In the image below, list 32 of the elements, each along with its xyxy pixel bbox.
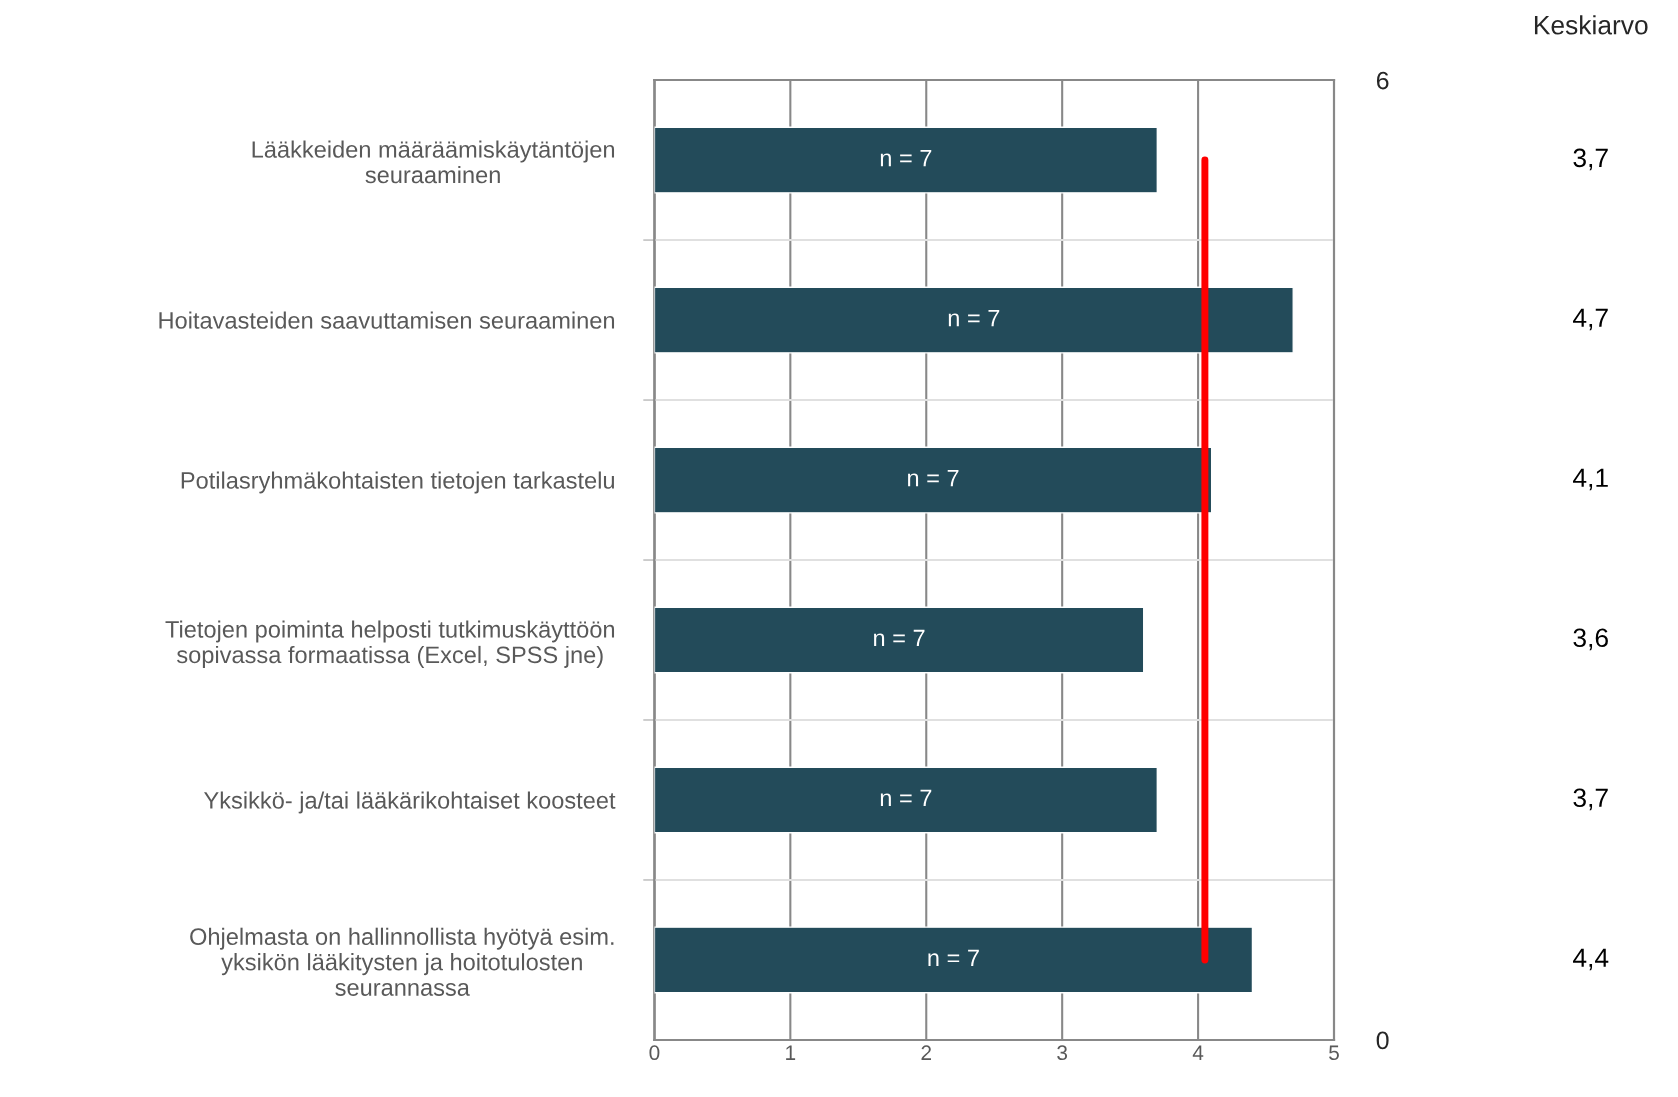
x-tick-label: 4	[1192, 1045, 1204, 1060]
data-label: 4,4	[1573, 948, 1609, 971]
annotation: n = 7	[880, 789, 932, 807]
data-label: 3,7	[1573, 148, 1608, 171]
data-label: 4,7	[1573, 308, 1608, 331]
bar	[654, 286, 1294, 354]
y-tick-label: Hoitavasteiden saavuttamisen seuraaminen	[159, 311, 615, 329]
bar	[654, 926, 1254, 994]
bar	[654, 446, 1213, 514]
data-label: 3,6	[1573, 628, 1608, 651]
x-tick-label: 3	[1057, 1045, 1068, 1061]
x-tick-label: 0	[649, 1045, 660, 1061]
y-tick-label: Yksikkö- ja/tai lääkärikohtaiset koosteet	[204, 791, 616, 814]
y-tick-label: Potilasryhmäkohtaisten tietojen tarkastelu	[181, 471, 614, 494]
annotation: n = 7	[948, 309, 1000, 327]
bar	[654, 606, 1145, 674]
data-label: 4,1	[1573, 468, 1608, 491]
y-tick-label: Tietojen poiminta helposti tutkimuskäyttöön sopivassa formaatissa (Excel, SPSS jne)	[165, 620, 615, 668]
annotation: n = 7	[928, 949, 979, 967]
x-tick-label: 1	[786, 1045, 796, 1060]
y2-tick-label: 6	[1376, 71, 1389, 90]
x-tick-label: 2	[921, 1045, 931, 1060]
annotation: n = 7	[880, 149, 932, 167]
data-label: 3,7	[1573, 788, 1608, 811]
annotation: n = 7	[874, 629, 925, 647]
y-tick-label: Lääkkeiden määräämiskäytäntöjen seuraaminen	[252, 140, 615, 184]
bar	[654, 126, 1159, 194]
annotation: n = 7	[908, 469, 959, 487]
y-tick-label: Ohjelmasta on hallinnollista hyötyä esim. yksikön lääkitysten ja hoitotulosten seurannassa	[190, 927, 614, 996]
x-tick-label: 5	[1329, 1045, 1339, 1061]
text: Keskiarvo	[1534, 15, 1648, 35]
bar	[654, 766, 1159, 834]
